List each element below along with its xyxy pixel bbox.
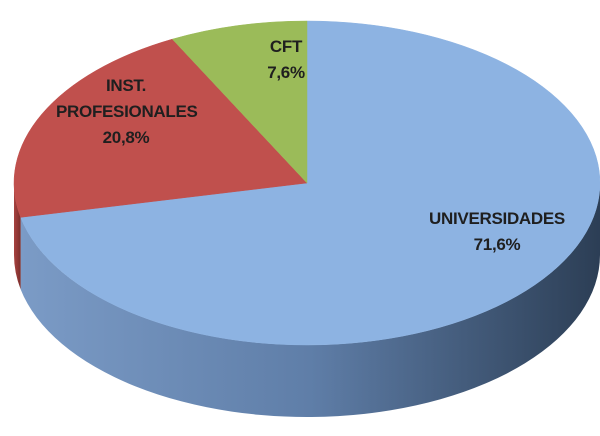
slice-label: UNIVERSIDADES 71,6%	[397, 206, 597, 258]
slice	[171, 20, 308, 184]
category-label: UNIVERSIDADES	[429, 209, 565, 228]
slice-label: INST. PROFESIONALES 20,8%	[56, 73, 198, 151]
value-label: 7,6%	[267, 63, 305, 82]
value-label: 20,8%	[102, 128, 150, 147]
value-label: 71,6%	[473, 235, 521, 254]
slice-side	[20, 183, 600, 417]
slice-side	[14, 183, 21, 290]
slice	[20, 20, 600, 346]
category-label: INST. PROFESIONALES	[56, 76, 198, 121]
slice-label: CFT 7,6%	[256, 34, 316, 86]
slice	[13, 38, 308, 218]
category-label: CFT	[269, 37, 303, 56]
